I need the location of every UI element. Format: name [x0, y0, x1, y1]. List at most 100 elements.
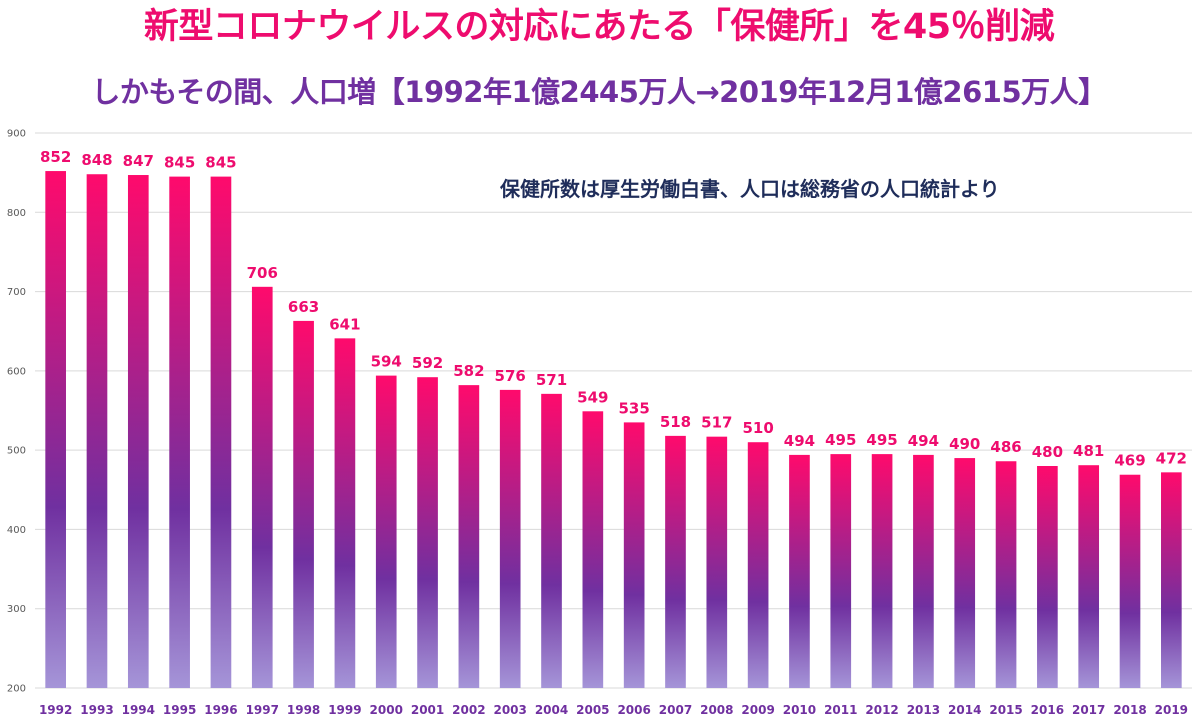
data-label-2000: 594 — [371, 353, 402, 371]
x-tick-label-2013: 2013 — [907, 703, 940, 717]
data-label-2018: 469 — [1114, 452, 1145, 470]
bar-2006 — [623, 422, 645, 688]
chart-subtitle: しかもその間、人口増【1992年1億2445万人→2019年12月1億2615万… — [91, 75, 1107, 109]
bar-2001 — [417, 377, 438, 688]
bar-2008 — [706, 436, 728, 688]
x-tick-label-2009: 2009 — [741, 703, 774, 717]
x-tick-label-1997: 1997 — [246, 703, 279, 717]
x-tick-label-1998: 1998 — [287, 703, 320, 717]
bar-2005 — [582, 411, 604, 688]
bar-2019 — [1161, 472, 1182, 688]
x-tick-label-1994: 1994 — [122, 703, 155, 717]
data-label-2001: 592 — [412, 354, 443, 372]
y-tick-label: 200 — [7, 684, 26, 695]
x-tick-label-1992: 1992 — [39, 703, 72, 717]
x-tick-label-2011: 2011 — [824, 703, 857, 717]
bar-2016 — [1037, 466, 1058, 688]
x-tick-label-2006: 2006 — [617, 703, 650, 717]
data-label-2010: 494 — [784, 432, 815, 450]
x-tick-label-2015: 2015 — [989, 703, 1022, 717]
x-tick-label-2002: 2002 — [452, 703, 485, 717]
x-tick-label-2014: 2014 — [948, 703, 981, 717]
y-tick-label: 300 — [7, 604, 26, 615]
bar-2000 — [375, 375, 397, 688]
x-tick-label-2007: 2007 — [659, 703, 692, 717]
data-label-2017: 481 — [1073, 442, 1104, 460]
y-tick-label: 500 — [7, 446, 26, 457]
bar-2003 — [499, 389, 521, 688]
gridlines — [35, 132, 1192, 689]
data-label-2014: 490 — [949, 435, 980, 453]
bar-2013 — [913, 454, 934, 688]
bar-1999 — [334, 338, 356, 688]
data-label-1995: 845 — [164, 154, 195, 172]
y-tick-label: 800 — [7, 208, 26, 219]
data-label-1996: 845 — [205, 154, 236, 172]
data-label-1998: 663 — [288, 298, 319, 316]
x-tick-label-2005: 2005 — [576, 703, 609, 717]
y-tick-label: 600 — [7, 366, 26, 377]
x-tick-label-1996: 1996 — [204, 703, 237, 717]
x-tick-label-2001: 2001 — [411, 703, 444, 717]
data-label-2019: 472 — [1156, 449, 1187, 467]
bar-2004 — [541, 393, 562, 688]
bar-1994 — [127, 175, 149, 688]
x-tick-label-2008: 2008 — [700, 703, 733, 717]
bar-2012 — [871, 454, 893, 688]
x-tick-label-2000: 2000 — [370, 703, 403, 717]
data-label-2012: 495 — [866, 431, 897, 449]
bar-2009 — [747, 442, 769, 688]
bar-2014 — [954, 458, 976, 688]
bar-1998 — [293, 320, 314, 688]
data-label-2009: 510 — [742, 419, 773, 437]
x-tick-label-2019: 2019 — [1155, 703, 1188, 717]
data-label-2007: 518 — [660, 413, 691, 431]
bar-2015 — [995, 461, 1017, 688]
data-label-1992: 852 — [40, 148, 71, 166]
y-tick-label: 900 — [7, 129, 26, 140]
data-label-1999: 641 — [329, 315, 360, 333]
data-label-2015: 486 — [990, 438, 1021, 456]
data-label-2002: 582 — [453, 362, 484, 380]
data-label-2011: 495 — [825, 431, 856, 449]
data-label-2016: 480 — [1032, 443, 1063, 461]
y-tick-label: 700 — [7, 287, 26, 298]
data-labels: 852 848 847 845 845 706 663 641 594 592 582 576 571 5… — [40, 148, 1187, 470]
x-tick-label-2003: 2003 — [493, 703, 526, 717]
data-label-2005: 549 — [577, 388, 608, 406]
data-label-2006: 535 — [619, 399, 650, 417]
data-label-2013: 494 — [908, 432, 939, 450]
data-label-2008: 517 — [701, 414, 732, 432]
x-tick-label-2004: 2004 — [535, 703, 568, 717]
x-tick-label-2012: 2012 — [865, 703, 898, 717]
x-tick-label-2017: 2017 — [1072, 703, 1105, 717]
bar-2011 — [830, 454, 852, 688]
data-label-1997: 706 — [247, 264, 278, 282]
bars — [45, 171, 1182, 689]
bar-1995 — [169, 176, 190, 688]
bar-2007 — [665, 435, 686, 688]
bar-2018 — [1119, 474, 1141, 688]
x-tick-label-2010: 2010 — [783, 703, 816, 717]
x-axis-ticks: 1992 1993 1994 1995 1996 1997 1998 1999 2000 2001… — [39, 703, 1188, 717]
x-tick-label-1995: 1995 — [163, 703, 196, 717]
source-annotation: 保健所数は厚生労働白書、人口は総務省の人口統計より — [500, 177, 1000, 201]
y-tick-label: 400 — [7, 525, 26, 536]
bar-2017 — [1078, 465, 1100, 688]
bar-1993 — [86, 174, 108, 688]
x-tick-label-2016: 2016 — [1031, 703, 1064, 717]
data-label-2003: 576 — [495, 367, 526, 385]
data-label-1994: 847 — [123, 152, 154, 170]
bar-2010 — [789, 454, 810, 688]
bar-2002 — [458, 385, 480, 688]
chart-title: 新型コロナウイルスの対応にあたる「保健所」を45％削減 — [143, 7, 1055, 47]
x-tick-label-2018: 2018 — [1113, 703, 1146, 717]
data-label-2004: 571 — [536, 371, 567, 389]
bar-1992 — [45, 171, 66, 689]
bar-1996 — [210, 176, 232, 688]
x-tick-label-1999: 1999 — [328, 703, 361, 717]
y-axis-ticks: 200 300 400 500 600 700 800 900 — [7, 129, 26, 695]
bar-1997 — [251, 286, 273, 688]
x-tick-label-1993: 1993 — [80, 703, 113, 717]
